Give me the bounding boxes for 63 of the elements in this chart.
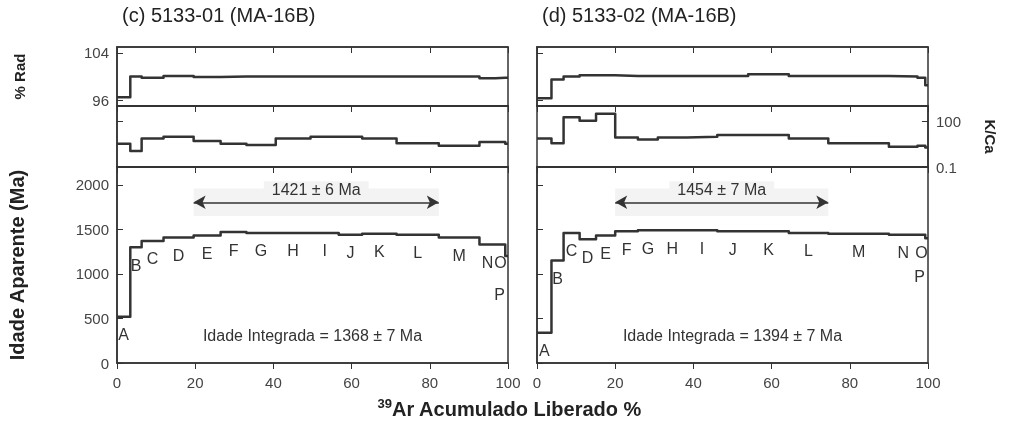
annotation: I: [699, 239, 705, 257]
annotation: O: [494, 254, 507, 272]
x-tick-label: 0: [532, 374, 542, 391]
chart-title: (c) 5133-01 (MA-16B): [122, 4, 316, 26]
annotation: M: [452, 246, 466, 264]
x-tick-label: 60: [343, 374, 360, 391]
annotation: G: [641, 239, 655, 257]
x-tick-label: 40: [685, 374, 702, 391]
x-axis-title: $^{39}$Ar Acumulado Liberado %: [376, 396, 643, 421]
y2-tick-label: 100: [936, 112, 962, 130]
y-tick-label: 500: [83, 309, 109, 327]
annotation: N: [897, 244, 909, 262]
annotation: H: [287, 242, 299, 260]
annotation: K: [763, 240, 775, 258]
annotation: A: [538, 342, 550, 360]
annotation: E: [600, 245, 611, 263]
annotation: J: [346, 244, 355, 262]
annotation: A: [118, 326, 130, 344]
x-tick-label: 0: [112, 374, 122, 391]
x-tick-label: 80: [421, 374, 439, 391]
x-tick-label: 20: [606, 374, 624, 391]
band-label: 1454 ± 7 Ma: [677, 180, 767, 198]
annotation: L: [804, 242, 814, 260]
annotation: K: [374, 243, 386, 261]
y-tick-label: 1000: [75, 265, 109, 283]
band-label: 1421 ± 6 Ma: [271, 180, 361, 198]
x-tick-label: 100: [915, 374, 941, 391]
y-tick-label: 104: [83, 44, 109, 62]
annotation: F: [228, 241, 239, 259]
y-tick-label: 0: [100, 354, 109, 372]
y2-tick-label: 0.1: [936, 158, 957, 176]
x-tick-label: 80: [841, 374, 859, 391]
annotation: C: [146, 250, 159, 268]
annotation: Idade Integrada = 1368 ± 7 Ma: [202, 326, 423, 344]
annotation: J: [728, 240, 737, 258]
annotation: D: [581, 248, 594, 266]
annotation: E: [201, 245, 213, 263]
annotation: F: [621, 240, 632, 258]
annotation: B: [130, 256, 142, 274]
annotation: L: [413, 244, 423, 262]
x-tick-label: 100: [495, 374, 521, 391]
annotation: M: [851, 243, 866, 261]
x-tick-label: 40: [265, 374, 282, 391]
annotation: B: [552, 270, 563, 288]
annotation: P: [494, 285, 505, 303]
annotation: P: [914, 267, 925, 285]
y-tick-label: 1500: [75, 220, 109, 238]
annotation: D: [172, 246, 185, 264]
annotation: O: [915, 244, 928, 262]
y-tick-label: 2000: [75, 176, 109, 194]
y2-axis-title: K/Ca: [982, 119, 999, 155]
annotation: Idade Integrada = 1394 ± 7 Ma: [622, 326, 843, 344]
annotation: C: [565, 242, 578, 260]
y-tick-label: 96: [92, 91, 109, 109]
x-tick-label: 60: [763, 374, 780, 391]
annotation: I: [322, 242, 327, 260]
annotation: N: [481, 254, 494, 272]
annotation: H: [666, 239, 679, 257]
chart-title: (d) 5133-02 (MA-16B): [542, 4, 737, 26]
y-axis-title: Idade Aparente (Ma): [6, 169, 28, 361]
x-tick-label: 20: [186, 374, 204, 391]
annotation: G: [254, 242, 268, 260]
y-axis-title: % Rad: [11, 53, 28, 100]
